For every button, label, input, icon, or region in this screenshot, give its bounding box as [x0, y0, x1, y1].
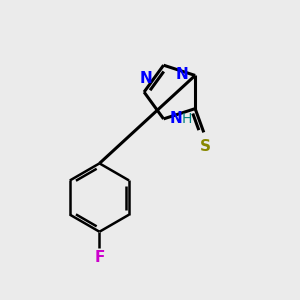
Text: S: S: [200, 139, 211, 154]
Text: F: F: [94, 250, 105, 266]
Text: H: H: [182, 112, 192, 127]
Text: N: N: [170, 111, 183, 126]
Text: N: N: [139, 70, 152, 86]
Text: N: N: [176, 68, 189, 82]
